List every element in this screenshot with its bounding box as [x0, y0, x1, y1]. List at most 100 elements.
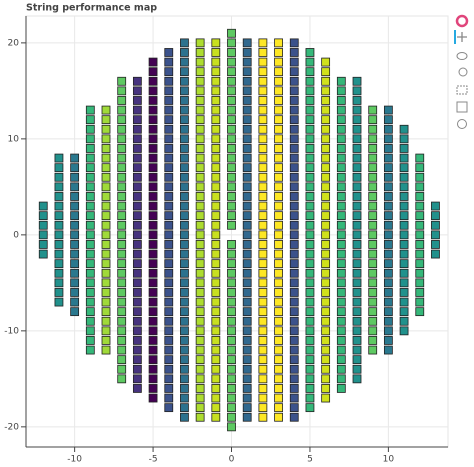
point: [321, 76, 331, 86]
point: [305, 86, 315, 96]
point: [321, 374, 331, 384]
lasso-tool[interactable]: [456, 52, 468, 60]
point: [85, 297, 95, 307]
point: [368, 163, 378, 173]
point: [289, 153, 299, 163]
point: [399, 220, 409, 230]
point: [242, 163, 252, 173]
point: [383, 326, 393, 336]
point: [54, 192, 64, 201]
point: [180, 134, 189, 144]
pan-tool[interactable]: [457, 32, 467, 42]
save-tool[interactable]: [456, 101, 468, 113]
point: [227, 278, 236, 288]
point: [117, 374, 127, 384]
point: [352, 163, 362, 173]
point: [321, 115, 331, 125]
point: [227, 57, 236, 67]
point: [195, 307, 205, 317]
point: [336, 163, 346, 173]
point: [227, 38, 236, 48]
point: [383, 288, 393, 297]
point: [336, 345, 346, 355]
point: [195, 336, 205, 345]
point: [336, 278, 346, 288]
point: [242, 336, 252, 345]
point: [352, 96, 362, 105]
point: [195, 57, 205, 67]
point: [195, 384, 205, 393]
point: [415, 201, 425, 211]
point: [399, 249, 409, 259]
point: [368, 211, 378, 221]
point: [274, 364, 283, 374]
point: [399, 278, 409, 288]
point: [383, 201, 393, 211]
point: [321, 211, 331, 221]
point: [289, 307, 299, 317]
point: [180, 278, 189, 288]
point: [399, 134, 409, 144]
point: [180, 326, 189, 336]
point: [211, 153, 221, 163]
point: [180, 307, 189, 317]
point: [101, 105, 111, 115]
point: [289, 48, 299, 57]
point: [54, 163, 64, 173]
point: [274, 278, 283, 288]
point: [336, 211, 346, 221]
point: [352, 134, 362, 144]
point: [321, 144, 331, 153]
point: [368, 259, 378, 269]
point: [211, 345, 221, 355]
point: [258, 403, 268, 413]
point: [415, 307, 425, 317]
point: [85, 278, 95, 288]
point: [352, 374, 362, 384]
point: [70, 240, 80, 249]
point: [101, 316, 111, 326]
point: [383, 240, 393, 249]
point: [227, 134, 236, 144]
point: [180, 316, 189, 326]
point: [211, 211, 221, 221]
point: [242, 134, 252, 144]
point: [227, 76, 236, 86]
point: [211, 393, 221, 403]
point: [321, 297, 331, 307]
point: [85, 211, 95, 221]
point: [274, 336, 283, 345]
point: [383, 211, 393, 221]
point: [305, 336, 315, 345]
point: [195, 115, 205, 125]
point: [258, 336, 268, 345]
point: [101, 192, 111, 201]
point: [368, 192, 378, 201]
point: [242, 268, 252, 278]
point: [70, 297, 80, 307]
point: [164, 364, 174, 374]
point: [415, 268, 425, 278]
point: [336, 259, 346, 269]
point: [38, 240, 48, 249]
point: [211, 192, 221, 201]
point: [289, 124, 299, 134]
point: [164, 115, 174, 125]
box-select-tool[interactable]: [456, 85, 468, 95]
point: [101, 144, 111, 153]
reset-tool[interactable]: [457, 119, 467, 129]
zoom-tool[interactable]: [458, 67, 468, 77]
point: [415, 249, 425, 259]
point: [195, 268, 205, 278]
point: [258, 105, 268, 115]
point: [274, 230, 283, 240]
logo[interactable]: [455, 14, 469, 28]
point: [148, 86, 158, 96]
point: [289, 249, 299, 259]
point: [321, 86, 331, 96]
point: [132, 153, 142, 163]
point: [132, 124, 142, 134]
point: [132, 76, 142, 86]
point: [70, 201, 80, 211]
point: [227, 105, 236, 115]
